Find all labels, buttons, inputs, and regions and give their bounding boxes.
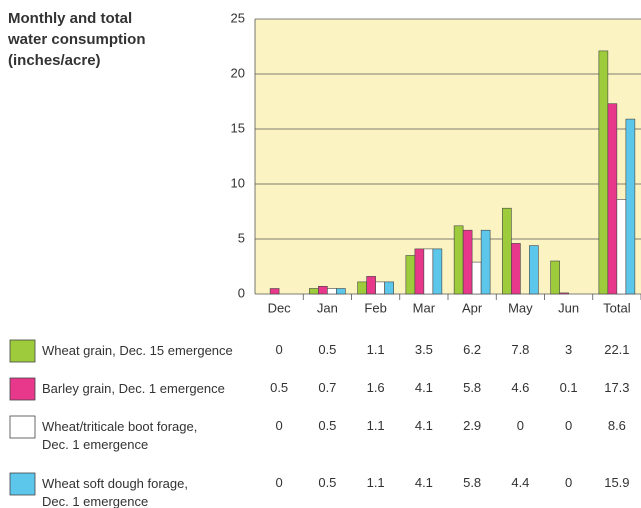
bar (471, 261, 482, 295)
x-tick-label: Mar (413, 300, 436, 315)
bar (357, 281, 367, 295)
bar (336, 288, 346, 295)
bar (607, 103, 618, 295)
table-value: 4.1 (414, 475, 433, 490)
table-value: 0.5 (270, 380, 289, 395)
table-value: 17.3 (604, 380, 630, 395)
y-tick-label: 0 (238, 285, 245, 300)
table-value: 0.5 (318, 475, 337, 490)
bar (309, 288, 319, 295)
plot-background (255, 19, 641, 294)
y-tick-label: 10 (231, 175, 245, 190)
table-value: 3.5 (414, 342, 433, 357)
table-value: 0.5 (318, 342, 337, 357)
table-value: 1.1 (366, 342, 385, 357)
legend-label: Wheat soft dough forage, Dec. 1 emergenc… (42, 476, 188, 508)
table-value: 4.6 (511, 380, 530, 395)
y-tick-label: 5 (238, 230, 245, 245)
table-value: 2.9 (463, 418, 482, 433)
table-value: 0.1 (559, 380, 578, 395)
bar (559, 292, 569, 295)
bar (327, 288, 337, 295)
legend-label: Wheat grain, Dec. 15 emergence (42, 343, 233, 358)
table-value: 0.7 (318, 380, 337, 395)
bar (453, 225, 464, 295)
x-tick-label: Jun (558, 300, 579, 315)
table-value: 0 (275, 342, 283, 357)
table-value: 22.1 (604, 342, 630, 357)
bar (550, 260, 560, 295)
x-tick-label: Dec (268, 300, 292, 315)
legend-swatch (9, 339, 36, 363)
bar (462, 229, 473, 295)
bar (598, 50, 609, 295)
bar (366, 276, 376, 295)
bar (423, 248, 434, 295)
chart-title: Monthly and total water consumption (inc… (8, 10, 146, 69)
table-value: 4.1 (414, 380, 433, 395)
bar (414, 248, 425, 295)
bar (502, 207, 512, 295)
legend-label: Barley grain, Dec. 1 emergence (42, 381, 225, 396)
legend-swatch (9, 377, 36, 401)
table-value: 7.8 (511, 342, 530, 357)
table-value: 1.1 (366, 418, 385, 433)
y-tick-label: 20 (231, 65, 245, 80)
table-value: 0 (565, 418, 573, 433)
bar (480, 229, 491, 295)
table-value: 0 (275, 475, 283, 490)
table-value: 0.5 (318, 418, 337, 433)
x-tick-label: Total (603, 300, 631, 315)
table-value: 1.1 (366, 475, 385, 490)
legend-swatch (9, 415, 36, 439)
bar (616, 199, 627, 295)
table-value: 6.2 (463, 342, 482, 357)
bar (318, 285, 328, 295)
table-value: 4.4 (511, 475, 530, 490)
bar (384, 281, 394, 295)
table-value: 4.1 (414, 418, 433, 433)
bar (375, 281, 385, 295)
table-value: 8.6 (607, 418, 626, 433)
bar (529, 245, 539, 295)
bar (269, 288, 280, 295)
bar (432, 248, 443, 295)
x-tick-label: May (508, 300, 533, 315)
legend-label: Wheat/triticale boot forage, Dec. 1 emer… (42, 419, 198, 452)
legend-swatch (9, 472, 36, 496)
x-tick-label: Apr (462, 300, 483, 315)
bar (625, 118, 636, 295)
table-value: 0 (565, 475, 573, 490)
y-tick-label: 25 (231, 10, 245, 25)
x-tick-label: Jan (317, 300, 338, 315)
x-tick-label: Feb (364, 300, 386, 315)
table-value: 0 (275, 418, 283, 433)
table-value: 1.6 (366, 380, 385, 395)
table-value: 0 (516, 418, 524, 433)
table-value: 3 (565, 342, 573, 357)
table-value: 15.9 (604, 475, 630, 490)
bar (511, 243, 521, 295)
bar (405, 255, 416, 295)
table-value: 5.8 (463, 475, 482, 490)
table-value: 5.8 (463, 380, 482, 395)
y-tick-label: 15 (231, 120, 245, 135)
